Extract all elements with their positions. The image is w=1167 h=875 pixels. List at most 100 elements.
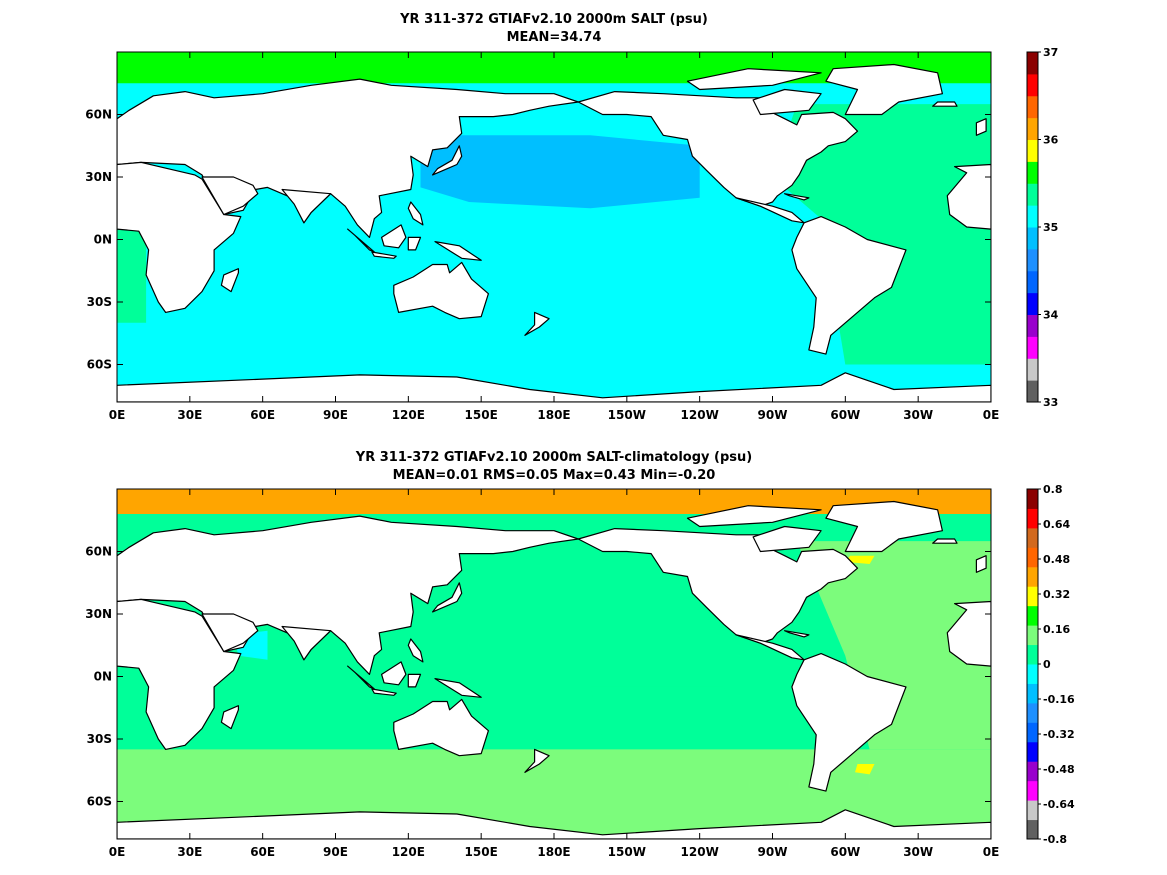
x-tick-label: 0E [109, 408, 126, 422]
land-mass [281, 188, 332, 224]
y-tick-label: 60N [85, 108, 112, 122]
x-tick-label: 150E [465, 408, 498, 422]
land-mass [407, 236, 422, 251]
colorbar-segment [1027, 800, 1038, 821]
land-mass [117, 598, 242, 751]
land-mass [752, 525, 822, 553]
panel1-title-line1: YR 311-372 GTIAFv2.10 2000m SALT (psu) [400, 12, 708, 27]
y-tick-label: 30S [87, 295, 112, 309]
land-mass [220, 705, 239, 730]
y-tick-label: 60N [85, 545, 112, 559]
colorbar-segment [1027, 605, 1038, 626]
land-mass [434, 677, 482, 698]
land-mass [434, 241, 482, 261]
y-tick-label: 30S [87, 732, 112, 746]
colorbar-segment [1027, 702, 1038, 723]
colorbar-segment [1027, 380, 1038, 403]
colorbar-segment [1027, 270, 1038, 294]
land-mass [825, 63, 944, 116]
colorbar-segment [1027, 336, 1038, 359]
colorbar-segment [1027, 95, 1038, 119]
ocean-fill-atlantic-anom [796, 541, 991, 750]
land-mass [347, 228, 375, 253]
y-tick-label: 60S [87, 358, 112, 372]
x-tick-label: 30E [177, 408, 202, 422]
colorbar-segment [1027, 566, 1038, 587]
panel1-title-line2: MEAN=34.74 [506, 30, 602, 45]
land-mass [686, 505, 822, 528]
x-tick-label: 180E [537, 845, 570, 859]
colorbar-segment [1027, 586, 1038, 607]
colorbar-segment [1027, 227, 1038, 250]
colorbar-segment [1027, 73, 1038, 97]
panel2-title-line1: YR 311-372 GTIAFv2.10 2000m SALT-climato… [355, 450, 753, 465]
land-mass [117, 809, 991, 839]
hotspot-brazil-malvinas [855, 764, 875, 775]
x-tick-label: 150W [608, 408, 646, 422]
land-mass [281, 625, 332, 661]
land-mass [975, 555, 987, 573]
land-mass [946, 600, 991, 667]
colorbar-segment [1027, 117, 1038, 141]
land-mass [407, 638, 424, 663]
land-mass [117, 161, 242, 313]
land-mass [783, 193, 810, 201]
colorbar-segment [1027, 139, 1038, 162]
x-tick-label: 120W [681, 845, 719, 859]
x-tick-label: 30W [903, 408, 933, 422]
land-mass [791, 216, 907, 355]
land-mass [201, 176, 259, 216]
colorbar-segment [1027, 489, 1038, 509]
land-mass [825, 500, 944, 553]
land-mass [432, 145, 463, 176]
colorbar-label: 33 [1043, 396, 1058, 409]
land-mass [371, 251, 397, 259]
land-mass [407, 673, 422, 688]
x-tick-label: 0E [109, 845, 126, 859]
colorbar-segment [1027, 664, 1038, 684]
colorbar-label: -0.32 [1043, 728, 1075, 741]
colorbar-label: 0.32 [1043, 588, 1070, 601]
x-tick-label: 150W [608, 845, 646, 859]
colorbar-label: 37 [1043, 46, 1058, 59]
land-mass [381, 661, 407, 686]
x-tick-label: 150E [465, 845, 498, 859]
colorbar-segment [1027, 358, 1038, 381]
land-mass [393, 698, 489, 757]
y-tick-label: 30N [85, 170, 112, 184]
land-mass [201, 613, 259, 653]
x-tick-label: 0E [983, 845, 1000, 859]
x-tick-label: 120E [392, 845, 425, 859]
land-mass [686, 68, 822, 91]
colorbar-segment [1027, 644, 1038, 665]
colorbar-segment [1027, 508, 1038, 529]
ocean-fill-north-pacific [420, 135, 700, 209]
colorbar-segment [1027, 625, 1038, 646]
map-panel-1: 0E 30E 60E 90E 120E 150E 180E 150W 120W 90W 60W 30W… [85, 46, 1058, 422]
x-tick-label: 60E [250, 845, 275, 859]
colorbar-label: 36 [1043, 134, 1059, 147]
x-tick-label: 0E [983, 408, 1000, 422]
x-tick-label: 90W [758, 845, 788, 859]
map-panel-2: 0E 30E 60E 90E 120E 150E 180E 150W 120W 90W 60W 30W… [85, 483, 1075, 859]
land-mass [371, 688, 397, 696]
panel2-title-line2: MEAN=0.01 RMS=0.05 Max=0.43 Min=-0.20 [392, 468, 716, 483]
land-mass [220, 268, 239, 293]
land-mass [381, 224, 407, 249]
x-tick-label: 30W [903, 845, 933, 859]
colorbar-segment [1027, 761, 1038, 782]
land-mass [347, 665, 375, 690]
colorbar-segment [1027, 314, 1038, 337]
colorbar-segment [1027, 527, 1038, 548]
land-mass [752, 88, 822, 116]
colorbar-label: 0 [1043, 658, 1051, 671]
colorbar-label: -0.48 [1043, 763, 1075, 776]
x-tick-label: 90W [758, 408, 788, 422]
land-mass [946, 163, 991, 230]
x-tick-label: 30E [177, 845, 202, 859]
x-tick-label: 120E [392, 408, 425, 422]
colorbar-segment [1027, 183, 1038, 206]
ocean-fill-atlantic [772, 104, 991, 365]
colorbar-segment [1027, 819, 1038, 840]
